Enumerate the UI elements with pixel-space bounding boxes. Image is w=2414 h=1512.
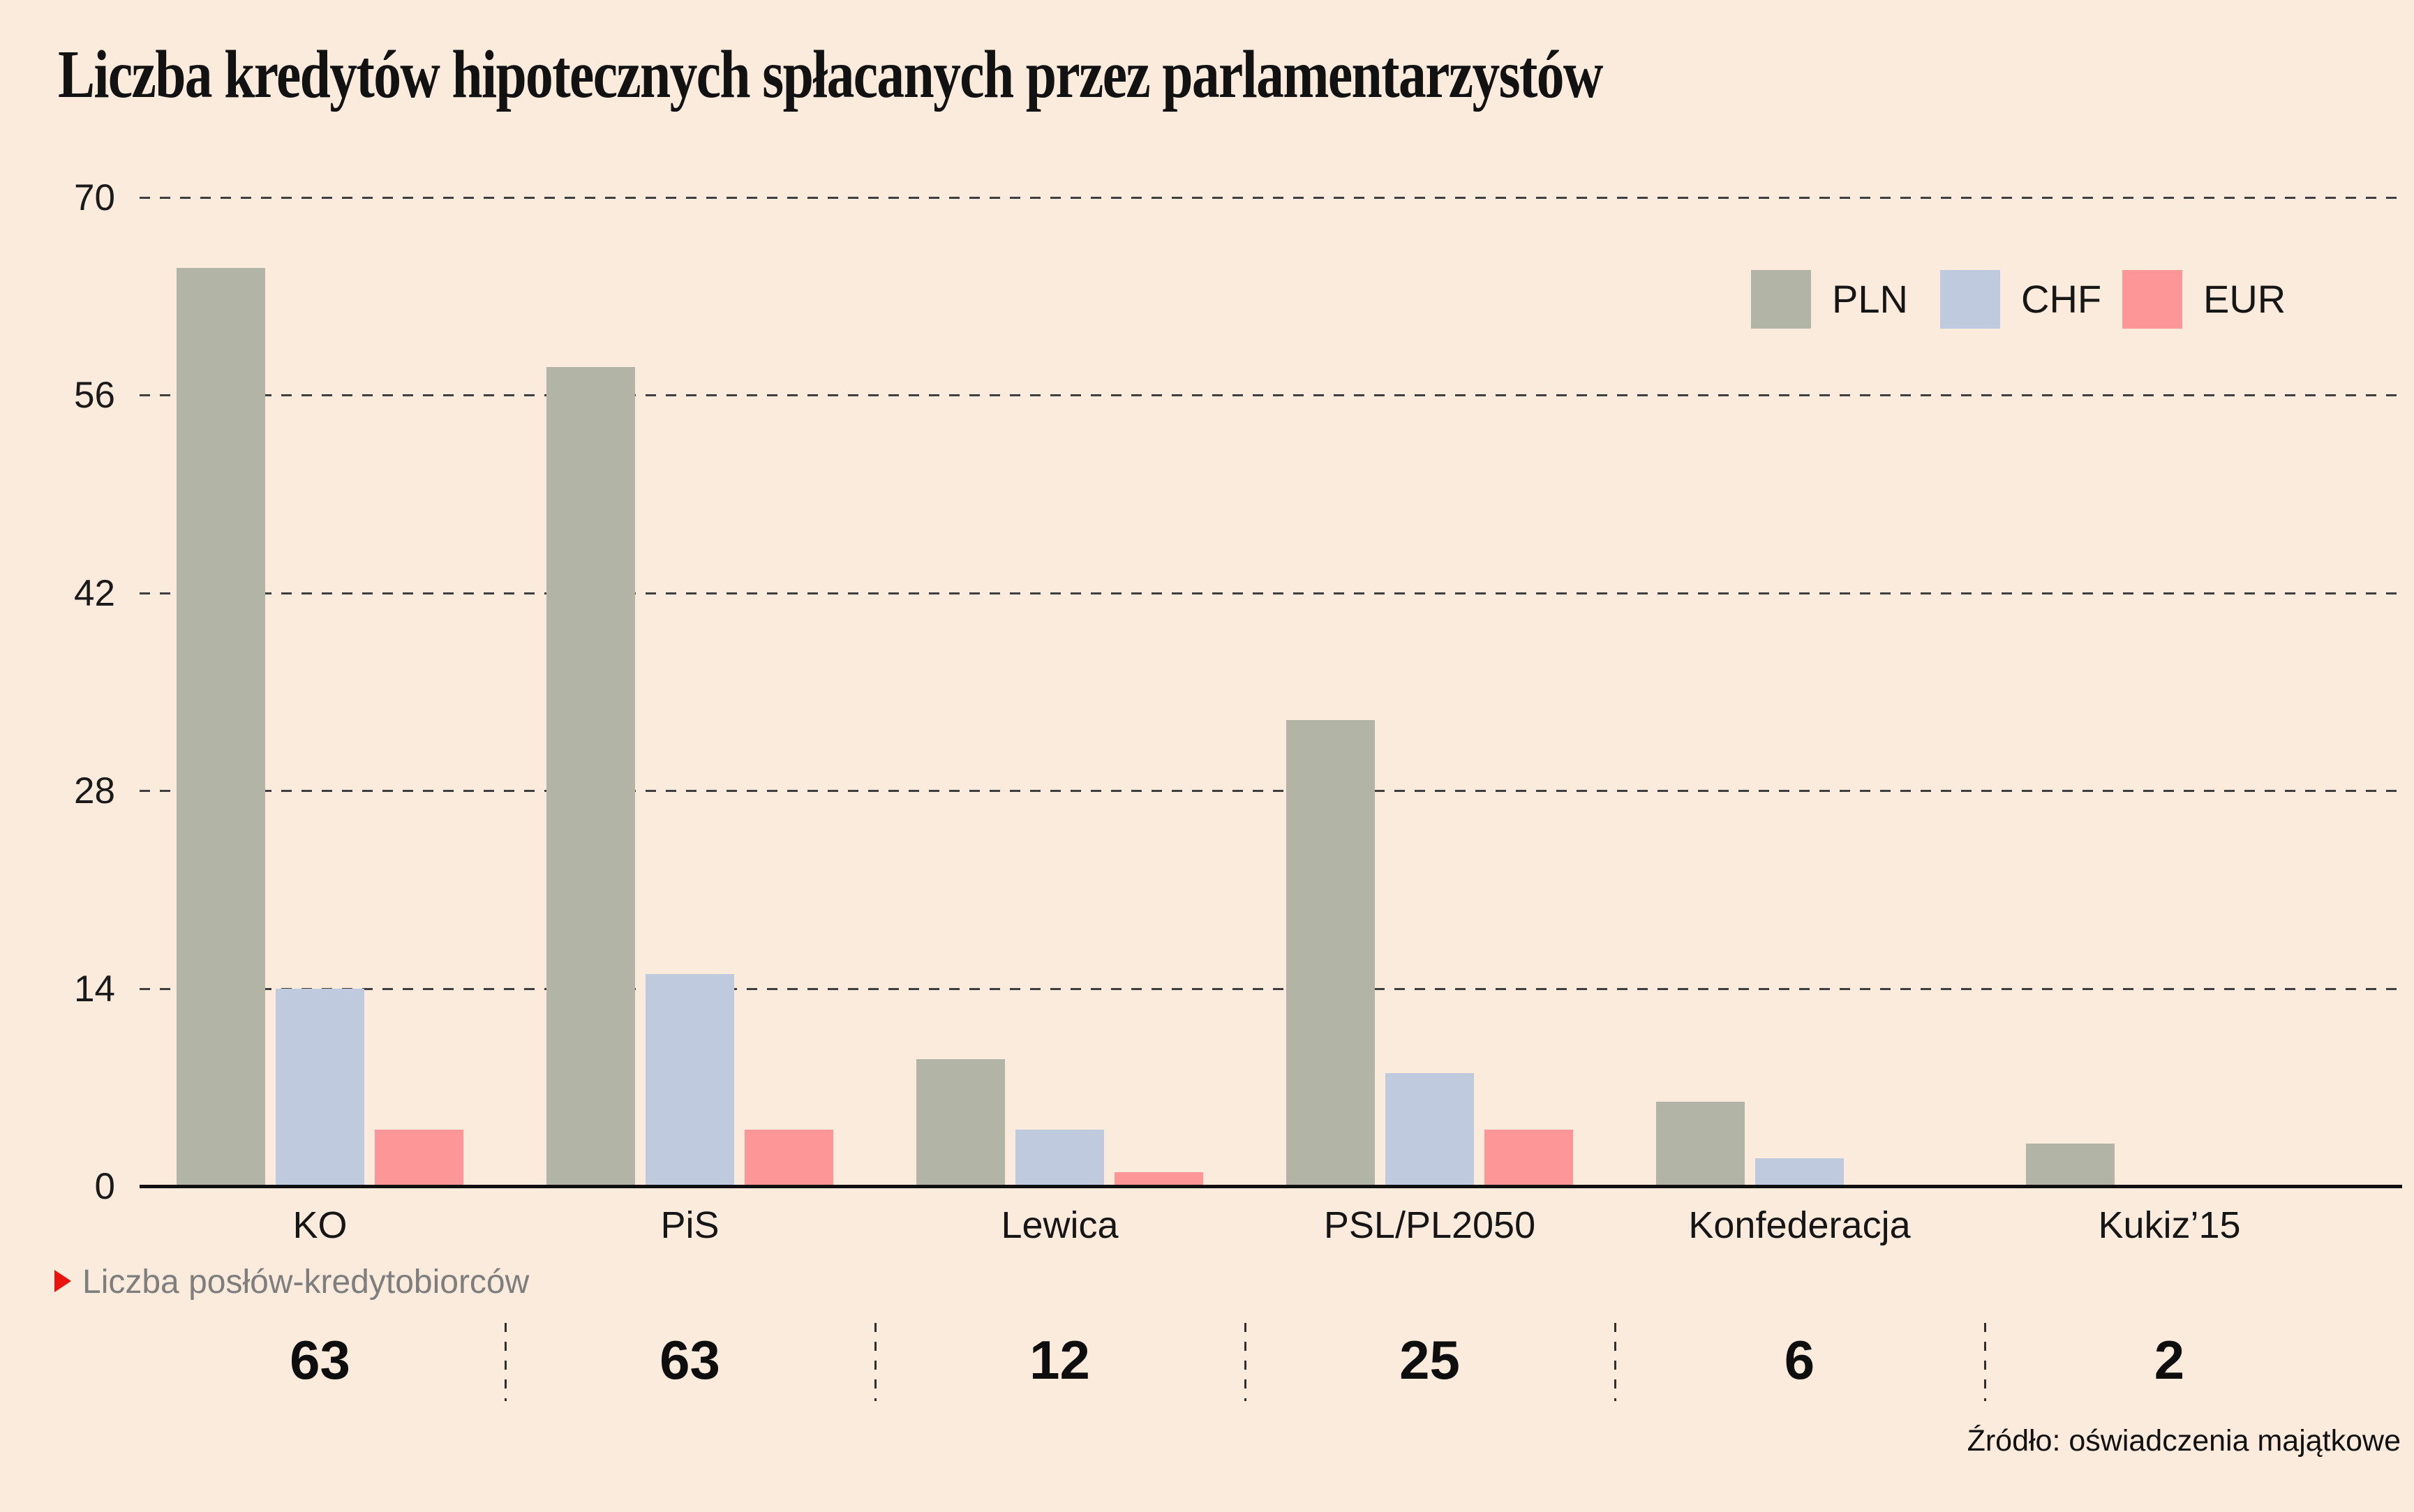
x-axis-label-konfederacja: Konfederacja	[1688, 1204, 1911, 1246]
y-tick-label-56: 56	[74, 375, 115, 417]
borrower-count-konfederacja: 6	[1784, 1329, 1815, 1391]
gridline-56	[140, 394, 2402, 397]
x-axis-label-kukiz-15: Kukiz’15	[2098, 1204, 2241, 1246]
bar-psl-pl2050-eur	[1484, 1130, 1573, 1186]
bar-lewica-pln	[916, 1058, 1005, 1186]
legend-label-chf: CHF	[2021, 277, 2102, 321]
borrower-separator-4	[1614, 1323, 1616, 1401]
borrower-separator-2	[874, 1323, 877, 1401]
bar-ko-chf	[276, 988, 364, 1186]
legend-label-pln: PLN	[1832, 277, 1908, 321]
legend-swatch-chf	[1940, 270, 2000, 329]
x-axis-label-ko: KO	[292, 1204, 348, 1246]
bar-pis-eur	[745, 1130, 833, 1186]
bar-pis-chf	[646, 974, 734, 1186]
page-title: Liczba kredytów hipotecznych spłacanych …	[58, 37, 1603, 112]
borrower-count-psl-pl2050: 25	[1399, 1329, 1460, 1391]
bar-psl-pl2050-chf	[1385, 1073, 1474, 1186]
source-note: Źródło: oświadczenia majątkowe	[1967, 1424, 2401, 1458]
bar-ko-eur	[375, 1130, 463, 1186]
y-tick-label-70: 70	[74, 177, 115, 218]
bar-konfederacja-pln	[1656, 1101, 1745, 1186]
y-tick-label-14: 14	[74, 968, 115, 1010]
bar-konfederacja-chf	[1755, 1158, 1844, 1186]
y-tick-label-28: 28	[74, 770, 115, 812]
gridline-14	[140, 987, 2402, 990]
borrower-count-pis: 63	[660, 1329, 720, 1391]
legend-label-eur: EUR	[2203, 277, 2286, 321]
borrower-count-lewica: 12	[1029, 1329, 1090, 1391]
borrower-separator-5	[1983, 1323, 1986, 1401]
legend-swatch-eur	[2122, 270, 2182, 329]
borrower-separator-3	[1244, 1323, 1246, 1401]
borrowers-annotation-label: Liczba posłów-kredytobiorców	[82, 1264, 530, 1301]
red-triangle-icon	[54, 1270, 71, 1292]
borrower-count-kukiz-15: 2	[2154, 1329, 2185, 1391]
x-axis-line	[140, 1185, 2402, 1188]
gridline-70	[140, 197, 2402, 199]
borrower-separator-1	[504, 1323, 507, 1401]
x-axis-label-psl-pl2050: PSL/PL2050	[1323, 1204, 1536, 1246]
bar-psl-pl2050-pln	[1286, 719, 1375, 1186]
legend-swatch-pln	[1751, 270, 1811, 329]
borrower-count-ko: 63	[290, 1329, 350, 1391]
bar-lewica-chf	[1015, 1130, 1104, 1186]
y-tick-label-42: 42	[74, 572, 115, 614]
bar-lewica-eur	[1115, 1172, 1203, 1186]
x-axis-label-lewica: Lewica	[1001, 1204, 1119, 1246]
bar-kukiz-15-pln	[2026, 1144, 2115, 1186]
gridline-28	[140, 790, 2402, 793]
bar-ko-pln	[177, 268, 265, 1186]
y-tick-label-0: 0	[94, 1166, 115, 1207]
bar-pis-pln	[546, 366, 635, 1186]
gridline-42	[140, 592, 2402, 594]
x-axis-label-pis: PiS	[660, 1204, 720, 1246]
